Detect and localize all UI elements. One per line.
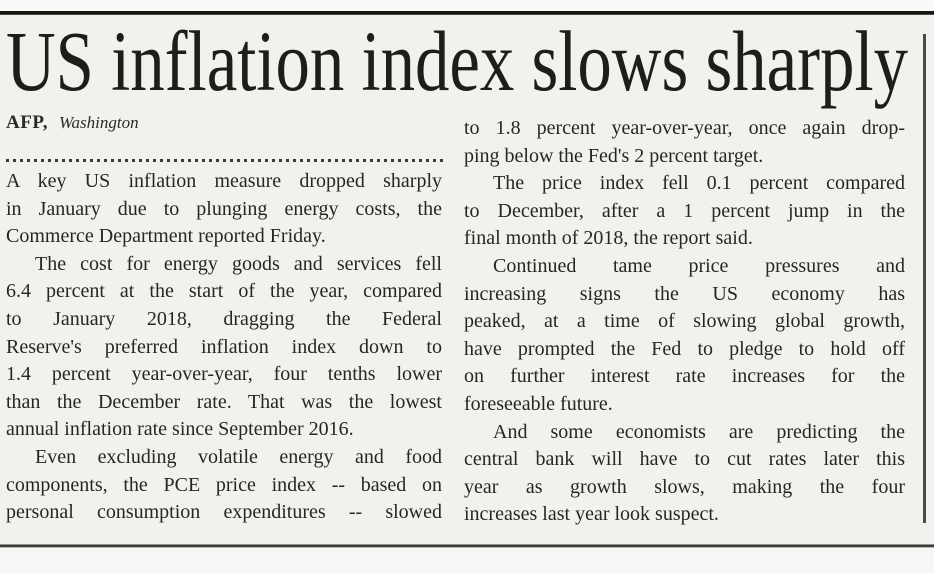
headline: US inflation index slows sharply <box>6 13 908 109</box>
bottom-rule <box>0 544 934 548</box>
article-line: A key US inflation measure dropped sharp… <box>6 170 442 192</box>
article-line: And some economists are predicting the <box>493 420 905 443</box>
article-line: increases last year look suspect. <box>464 503 719 526</box>
article-line: than the December rate. That was the low… <box>6 390 442 413</box>
article-line: 1.4 percent year-over-year, four tenths … <box>6 363 442 386</box>
article-line: Commerce Department reported Friday. <box>6 225 326 248</box>
article-column-left: A key US inflation measure dropped sharp… <box>6 168 442 527</box>
article-line: Even excluding volatile energy and food <box>35 445 442 468</box>
article-line: foreseeable future. <box>464 392 613 415</box>
article-line: on further interest rate increases for t… <box>464 365 905 388</box>
page-margin-bottom <box>0 548 934 573</box>
article-line: central bank will have to cut rates late… <box>464 448 905 471</box>
byline-source: AFP, <box>6 112 48 133</box>
top-rule <box>0 11 934 15</box>
article-line: peaked, at a time of slowing global grow… <box>464 310 905 333</box>
article-line: in January due to plunging energy costs,… <box>6 197 442 220</box>
right-column-rule <box>923 34 926 523</box>
article-line: year as growth slows, making the four <box>464 475 905 498</box>
byline-location: Washington <box>58 113 139 132</box>
article-line: components, the PCE price index -- based… <box>6 473 442 496</box>
article-line: personal consumption expenditures -- slo… <box>6 501 442 524</box>
article-column-right: to 1.8 percent year-over-year, once agai… <box>464 115 905 529</box>
article-line: ping below the Fed's 2 percent target. <box>464 144 764 167</box>
article-line: 6.4 percent at the start of the year, co… <box>6 280 442 303</box>
article-line: increasing signs the US economy has <box>464 282 905 305</box>
article-line: annual inflation rate since September 20… <box>6 418 354 441</box>
article-line: Continued tame price pressures and <box>493 254 905 277</box>
article-line: final month of 2018, the report said. <box>464 227 753 250</box>
article-line: to 1.8 percent year-over-year, once agai… <box>464 117 905 139</box>
article-line: to January 2018, dragging the Federal <box>6 307 442 330</box>
article-line: Reserve's preferred inflation index down… <box>6 335 442 358</box>
byline: AFP, Washington <box>6 112 443 134</box>
byline-dotted-rule <box>6 159 444 162</box>
article-line: The cost for energy goods and services f… <box>35 252 442 275</box>
article-line: have prompted the Fed to pledge to hold … <box>464 337 905 360</box>
article-line: to December, after a 1 percent jump in t… <box>464 199 905 222</box>
page-margin-top <box>0 0 934 11</box>
article-line: The price index fell 0.1 percent compare… <box>493 172 905 195</box>
